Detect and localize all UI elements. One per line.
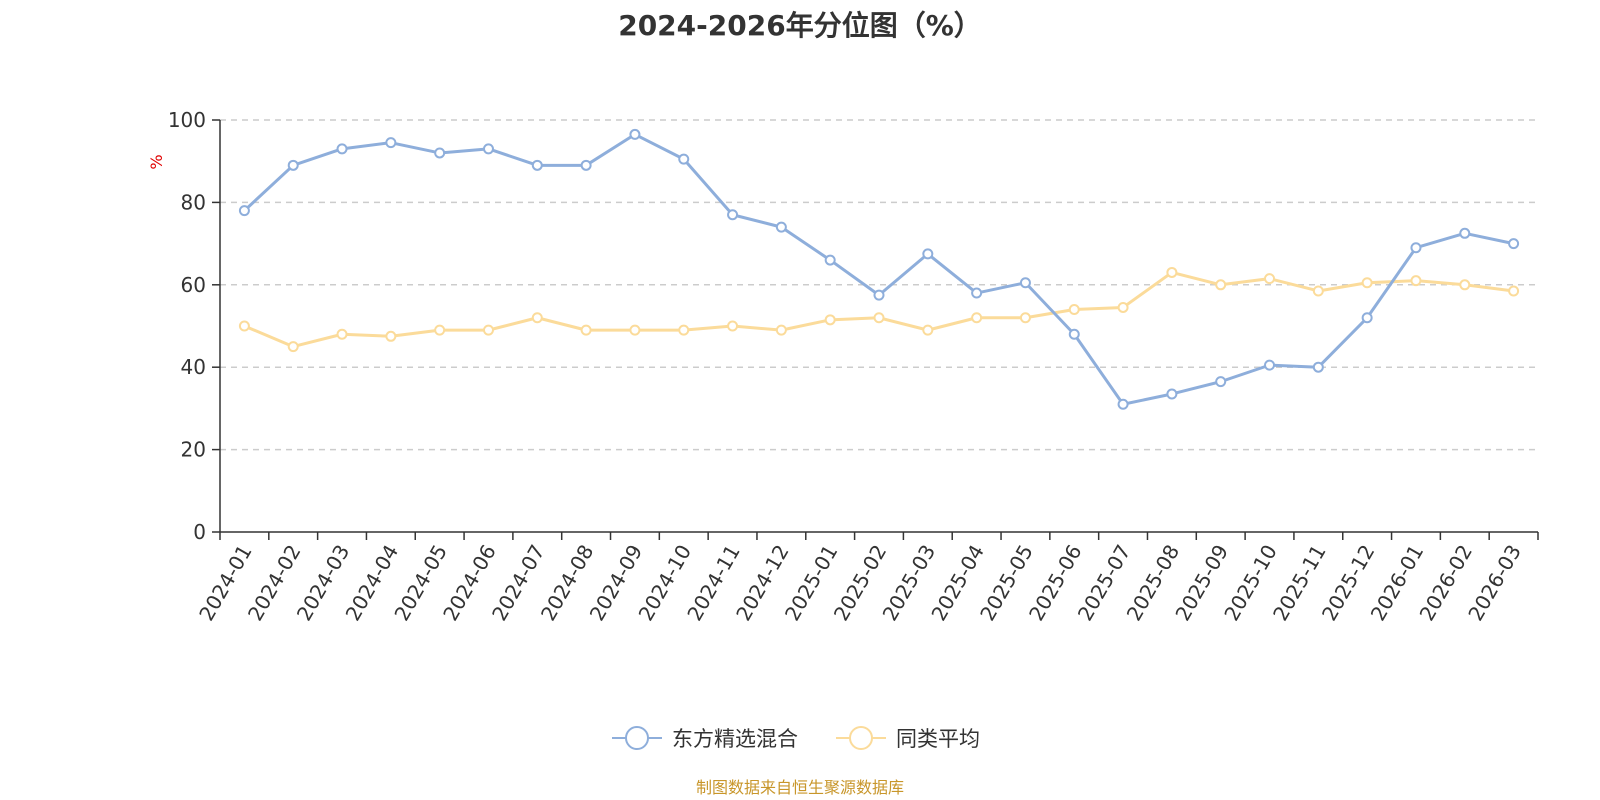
data-point-s0-24[interactable] bbox=[1410, 242, 1422, 254]
series-layer bbox=[238, 128, 1520, 410]
data-point-s0-6[interactable] bbox=[531, 159, 543, 171]
y-tick-label: 20 bbox=[181, 438, 206, 462]
data-point-s1-4[interactable] bbox=[434, 324, 446, 336]
data-point-s1-13[interactable] bbox=[873, 312, 885, 324]
data-point-s1-25[interactable] bbox=[1459, 279, 1471, 291]
data-point-s0-14[interactable] bbox=[922, 248, 934, 260]
y-tick-label: 0 bbox=[193, 520, 206, 544]
data-point-s0-9[interactable] bbox=[678, 153, 690, 165]
data-point-s1-15[interactable] bbox=[971, 312, 983, 324]
data-point-s0-15[interactable] bbox=[971, 287, 983, 299]
axes: 0204060801002024-012024-022024-032024-04… bbox=[168, 108, 1539, 625]
data-point-s1-8[interactable] bbox=[629, 324, 641, 336]
data-point-s1-17[interactable] bbox=[1068, 304, 1080, 316]
data-point-s0-17[interactable] bbox=[1068, 328, 1080, 340]
data-point-s0-19[interactable] bbox=[1166, 388, 1178, 400]
data-point-s0-1[interactable] bbox=[287, 159, 299, 171]
series-line-1 bbox=[243, 270, 1514, 349]
legend-item-1[interactable]: 同类平均 bbox=[836, 726, 980, 751]
data-point-s1-7[interactable] bbox=[580, 324, 592, 336]
y-tick-label: 80 bbox=[181, 190, 206, 214]
data-point-s1-6[interactable] bbox=[531, 312, 543, 324]
data-point-s0-4[interactable] bbox=[434, 147, 446, 159]
source-note: 制图数据来自恒生聚源数据库 bbox=[696, 778, 904, 797]
data-point-s1-18[interactable] bbox=[1117, 301, 1129, 313]
data-point-s1-12[interactable] bbox=[824, 314, 836, 326]
data-point-s0-13[interactable] bbox=[873, 289, 885, 301]
data-point-s1-16[interactable] bbox=[1019, 312, 1031, 324]
series-line-0 bbox=[243, 132, 1514, 406]
grid-lines bbox=[220, 119, 1538, 451]
data-point-s1-1[interactable] bbox=[287, 341, 299, 353]
data-point-s1-5[interactable] bbox=[482, 324, 494, 336]
chart-title: 2024-2026年分位图（%） bbox=[618, 9, 982, 42]
legend-marker-icon bbox=[849, 726, 873, 750]
legend[interactable]: 东方精选混合 同类平均 bbox=[612, 726, 980, 751]
data-point-s1-22[interactable] bbox=[1312, 285, 1324, 297]
data-point-s1-20[interactable] bbox=[1215, 279, 1227, 291]
data-point-s0-26[interactable] bbox=[1508, 238, 1520, 250]
data-point-s1-19[interactable] bbox=[1166, 266, 1178, 278]
data-point-s0-11[interactable] bbox=[775, 221, 787, 233]
legend-item-0[interactable]: 东方精选混合 bbox=[612, 726, 798, 751]
legend-marker-icon bbox=[625, 726, 649, 750]
y-tick-label: 40 bbox=[181, 355, 206, 379]
data-point-s0-8[interactable] bbox=[629, 128, 641, 140]
data-point-s1-11[interactable] bbox=[775, 324, 787, 336]
data-point-s0-7[interactable] bbox=[580, 159, 592, 171]
y-axis-unit: % bbox=[147, 154, 166, 169]
y-tick-label: 100 bbox=[168, 108, 206, 132]
data-point-s0-21[interactable] bbox=[1264, 359, 1276, 371]
data-point-s1-24[interactable] bbox=[1410, 275, 1422, 287]
data-point-s1-21[interactable] bbox=[1264, 273, 1276, 285]
data-point-s1-3[interactable] bbox=[385, 330, 397, 342]
legend-label: 东方精选混合 bbox=[672, 727, 798, 751]
data-point-s0-0[interactable] bbox=[238, 205, 250, 217]
data-point-s0-25[interactable] bbox=[1459, 227, 1471, 239]
data-point-s0-12[interactable] bbox=[824, 254, 836, 266]
data-point-s1-10[interactable] bbox=[727, 320, 739, 332]
data-point-s0-5[interactable] bbox=[482, 143, 494, 155]
data-point-s1-26[interactable] bbox=[1508, 285, 1520, 297]
y-tick-label: 60 bbox=[181, 273, 206, 297]
legend-label: 同类平均 bbox=[896, 727, 980, 751]
data-point-s0-20[interactable] bbox=[1215, 376, 1227, 388]
data-point-s0-22[interactable] bbox=[1312, 361, 1324, 373]
data-point-s0-3[interactable] bbox=[385, 137, 397, 149]
data-point-s0-16[interactable] bbox=[1019, 277, 1031, 289]
data-point-s0-23[interactable] bbox=[1361, 312, 1373, 324]
data-point-s1-0[interactable] bbox=[238, 320, 250, 332]
data-point-s0-2[interactable] bbox=[336, 143, 348, 155]
data-point-s1-9[interactable] bbox=[678, 324, 690, 336]
data-point-s1-23[interactable] bbox=[1361, 277, 1373, 289]
data-point-s1-14[interactable] bbox=[922, 324, 934, 336]
data-point-s0-18[interactable] bbox=[1117, 398, 1129, 410]
data-point-s0-10[interactable] bbox=[727, 209, 739, 221]
data-point-s1-2[interactable] bbox=[336, 328, 348, 340]
